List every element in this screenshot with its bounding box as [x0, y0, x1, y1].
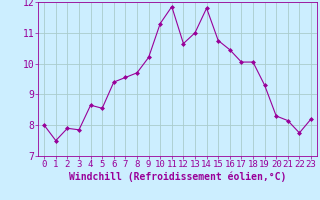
- X-axis label: Windchill (Refroidissement éolien,°C): Windchill (Refroidissement éolien,°C): [69, 172, 286, 182]
